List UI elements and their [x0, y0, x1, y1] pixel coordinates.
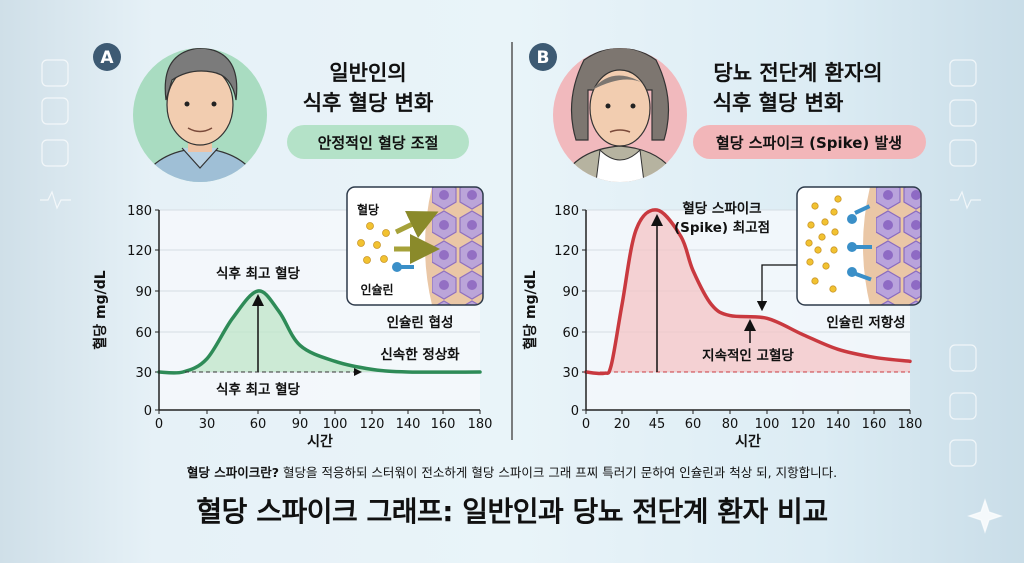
x-tick-label: 180 — [898, 417, 923, 432]
x-tick-label: 30 — [199, 417, 216, 432]
insulin-resistance-caption: 인슐린 저항성 — [826, 314, 905, 331]
panel-b-title-line2: 식후 혈당 변화 — [713, 91, 844, 115]
y-tick-label: 60 — [135, 326, 152, 341]
spike-label-line2: (Spike) 최고점 — [674, 219, 770, 236]
uptake-arrow — [394, 211, 439, 239]
glucometer-icon — [949, 139, 977, 167]
y-tick-label: 30 — [135, 366, 152, 381]
x-tick-label: 0 — [582, 417, 590, 432]
x-tick-label: 60 — [250, 417, 267, 432]
x-tick-label: 160 — [862, 417, 887, 432]
medicine-icon — [949, 344, 977, 372]
y-tick-label: 0 — [571, 404, 579, 419]
clipboard-icon — [949, 439, 977, 467]
x-tick-label: 20 — [614, 417, 631, 432]
chart-b-annotations: 혈당 스파이크 (Spike) 최고점 지속적인 고혈당 — [586, 200, 910, 373]
glucose-label: 혈당 — [357, 202, 379, 217]
chart-icon — [949, 99, 977, 127]
y-tick-label: 30 — [562, 366, 579, 381]
y-tick-label: 180 — [554, 204, 579, 219]
x-tick-label: 140 — [826, 417, 851, 432]
glucose-dots — [805, 195, 842, 293]
badge-a — [93, 43, 121, 71]
side-decor-icons — [40, 59, 1003, 534]
chart-a-annotations: 식후 최고 혈당 식후 최고 혈당 신속한 정상화 — [185, 265, 460, 398]
spike-label-line1: 혈당 스파이크 — [682, 200, 761, 217]
y-tick-label: 180 — [127, 204, 152, 219]
x-tick-label: 100 — [323, 417, 348, 432]
pulse-icon — [950, 190, 981, 210]
x-tick-label: 160 — [431, 417, 456, 432]
chart-prediabetes: 0 30 60 90 120 180 0 20 45 60 80 100 120 140 160 180 시간 혈… — [522, 204, 922, 450]
badge-a-label: A — [100, 48, 114, 68]
series-line — [157, 289, 482, 375]
page-title: 혈당 스파이크 그래프: 일반인과 당뇨 전단계 환자 비교 — [196, 495, 828, 528]
x-tick-label: 0 — [155, 417, 163, 432]
y-tick-label: 120 — [554, 244, 579, 259]
y-tick-label: 90 — [135, 285, 152, 300]
note-text: 혈당을 적응하되 스터웎이 전소하게 혈당 스파이크 그래 프찌 특러기 문하여… — [279, 465, 838, 480]
heart-rate-icon — [949, 59, 977, 87]
panel-b-pill-label: 혈당 스파이크 (Spike) 발생 — [716, 134, 902, 152]
x-tick-label: 60 — [685, 417, 702, 432]
x-tick-label: 80 — [722, 417, 739, 432]
y-tick-label: 120 — [127, 244, 152, 259]
panel-b-header: B 당뇨 전단계 환자의 식후 혈당 변화 혈당 스파이크 (Spike) 발생 — [529, 43, 926, 182]
insulin-key-icon — [392, 262, 414, 272]
pulse-icon — [40, 190, 71, 210]
x-tick-label: 90 — [292, 417, 309, 432]
x-tick-label: 120 — [791, 417, 816, 432]
panel-b-pill — [693, 125, 926, 159]
x-tick-label: 100 — [755, 417, 780, 432]
x-tick-label: 45 — [649, 417, 666, 432]
microphone-icon — [41, 59, 69, 87]
panel-a-pill — [287, 125, 469, 159]
avatar-man — [133, 48, 267, 182]
spike-definition-note: 혈당 스파이크란? 혈당을 적응하되 스터웎이 전소하게 혈당 스파이크 그래 … — [0, 462, 1024, 481]
x-axis-label: 시간 — [735, 433, 761, 450]
x-tick-label: 180 — [468, 417, 493, 432]
glucose-dots — [357, 222, 390, 264]
area-fill — [586, 209, 910, 374]
sustained-label: 지속적인 고혈당 — [702, 347, 794, 364]
y-tick-label: 90 — [562, 285, 579, 300]
x-axis-label: 시간 — [307, 433, 333, 450]
y-tick-label: 0 — [144, 404, 152, 419]
panel-a-pill-label: 안정적인 혈당 조절 — [318, 134, 439, 152]
insulin-sensitivity-caption: 인슐린 협성 — [387, 314, 454, 331]
doctor-icon — [41, 97, 69, 125]
insulin-label: 인슐린 — [360, 282, 393, 297]
insulin-resistance-inset: 인슐린 저항성 — [796, 186, 922, 331]
panel-a-header: A 일반인의 식후 혈당 변화 안정적인 혈당 조절 — [93, 43, 469, 182]
stethoscope-icon — [949, 392, 977, 420]
insulin-sensitivity-inset: 혈당 인슐린 인슐린 협성 — [346, 186, 484, 331]
sparkle-icon — [967, 498, 1003, 534]
panel-a-title-line1: 일반인의 — [329, 61, 406, 85]
resistance-arrow — [756, 264, 798, 312]
y-axis-label: 혈당 mg/dL — [522, 270, 539, 349]
normalize-label: 신속한 정상화 — [380, 346, 460, 363]
peak-label-top: 식후 최고 혈당 — [216, 265, 300, 282]
note-bold: 혈당 스파이크란? — [186, 465, 280, 480]
badge-b-label: B — [537, 48, 550, 68]
x-tick-label: 140 — [396, 417, 421, 432]
series-line — [584, 208, 912, 376]
badge-b — [529, 43, 557, 71]
y-tick-label: 60 — [562, 326, 579, 341]
glucometer-icon — [41, 139, 69, 167]
x-tick-label: 120 — [360, 417, 385, 432]
peak-label-bottom: 식후 최고 혈당 — [216, 381, 300, 398]
panel-a-title-line2: 식후 혈당 변화 — [303, 91, 434, 115]
insulin-key-icons — [847, 204, 872, 282]
panel-b-title-line1: 당뇨 전단계 환자의 — [713, 61, 882, 85]
y-axis-label: 혈당 mg/dL — [92, 270, 109, 349]
avatar-woman — [553, 48, 687, 182]
